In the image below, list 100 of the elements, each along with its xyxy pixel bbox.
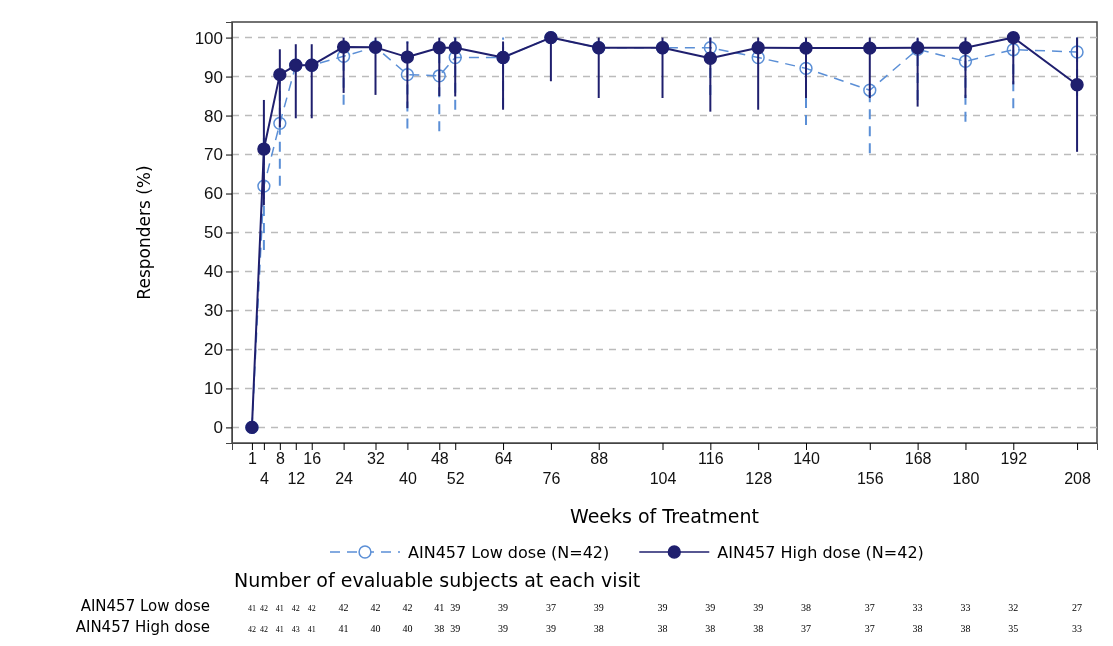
text: Number of evaluable subjects at each visit: [234, 569, 641, 591]
text: 37: [801, 623, 812, 634]
y-tick-label: 80: [204, 106, 223, 126]
point: [448, 41, 462, 55]
x2-tick-label: 4: [259, 470, 269, 488]
text: 39: [593, 602, 604, 613]
point: [273, 116, 287, 131]
point: [432, 41, 446, 55]
x2-tick-label: 180: [952, 470, 980, 488]
text: 43: [291, 625, 300, 634]
text: 41: [247, 604, 256, 613]
text: 42: [291, 604, 300, 613]
x-tick-label: 116: [698, 450, 724, 468]
text: 35: [1008, 623, 1019, 634]
point: [273, 67, 287, 82]
x-tick-label: 64: [494, 450, 513, 468]
text: 39: [545, 623, 556, 634]
text: 27: [1072, 602, 1083, 613]
point: [799, 61, 813, 76]
point: [958, 54, 973, 69]
point: [703, 41, 718, 55]
text: 42: [307, 604, 316, 613]
text: 38: [960, 623, 971, 634]
y-tick-label: 50: [204, 223, 223, 243]
y-tick-label: 70: [204, 145, 223, 165]
text: 32: [1008, 602, 1019, 613]
text: 40: [402, 623, 413, 634]
x2-tick-label: 24: [335, 470, 354, 488]
text: 39: [498, 623, 509, 634]
text: 38: [434, 623, 445, 634]
point: [703, 51, 718, 65]
x-tick-label: 32: [367, 450, 385, 468]
text: 39: [450, 623, 461, 634]
point: [958, 41, 973, 55]
text: 39: [450, 602, 461, 613]
text: AIN457 Low dose: [80, 597, 210, 615]
point: [448, 50, 462, 65]
text: 38: [912, 623, 923, 634]
x-tick-label: 48: [430, 450, 449, 468]
point: [1070, 45, 1084, 59]
point: [751, 50, 765, 65]
x-tick-label: 192: [1000, 450, 1028, 468]
legend-label: AIN457 Low dose (N=42): [408, 543, 610, 562]
x2-tick-label: 208: [1064, 470, 1092, 488]
text: 33: [960, 602, 971, 613]
x2-tick-label: 156: [856, 470, 884, 488]
text: 38: [705, 623, 716, 634]
text: 40: [370, 623, 381, 634]
x2-tick-label: 76: [542, 470, 561, 488]
text: AIN457 High dose: [75, 618, 210, 636]
point: [432, 69, 446, 83]
text: 41: [275, 625, 284, 634]
text: 33: [912, 602, 923, 613]
x-tick-label: 1: [247, 450, 257, 468]
point: [1006, 43, 1020, 57]
point: [1070, 78, 1084, 92]
x-tick-label: 16: [303, 450, 322, 468]
text: 33: [1072, 623, 1083, 634]
text: 39: [705, 602, 716, 613]
text: 42: [338, 602, 349, 613]
text: 42: [370, 602, 381, 613]
y-tick-label: 10: [204, 379, 223, 399]
x-tick-label: 88: [590, 450, 609, 468]
y-tick-label: 40: [204, 262, 223, 282]
y-axis-title: Responders (%): [134, 165, 154, 300]
y-tick-label: 60: [204, 184, 223, 204]
y-tick-label: 0: [213, 418, 223, 438]
text: 38: [801, 602, 812, 613]
y-tick-label: 20: [204, 340, 223, 360]
point: [1006, 30, 1020, 45]
x-tick-label: 8: [275, 450, 285, 468]
text: 37: [545, 602, 556, 613]
text: 41: [338, 623, 349, 634]
text: 38: [593, 623, 604, 634]
legend-label: AIN457 High dose (N=42): [717, 543, 924, 562]
point: [257, 179, 271, 193]
x-axis-title: Weeks of Treatment: [569, 505, 760, 527]
y-tick-label: 90: [204, 67, 223, 87]
text: 42: [247, 625, 256, 634]
text: 41: [307, 625, 316, 634]
text: 39: [753, 602, 764, 613]
x2-tick-label: 104: [649, 470, 677, 488]
point: [863, 41, 877, 55]
text: 41: [275, 604, 284, 613]
x2-tick-label: 12: [287, 470, 306, 488]
y-tick-label: 30: [204, 301, 223, 321]
text: 39: [498, 602, 509, 613]
text: 37: [864, 602, 875, 613]
text: 37: [864, 623, 875, 634]
text: 42: [259, 625, 268, 634]
text: 41: [434, 602, 445, 613]
x-tick-label: 140: [793, 450, 820, 468]
point: [863, 83, 877, 97]
point: [400, 67, 415, 82]
x2-tick-label: 40: [398, 470, 417, 488]
text: 42: [259, 604, 268, 613]
x-tick-label: 168: [904, 450, 932, 468]
point: [336, 49, 351, 63]
text: 38: [753, 623, 764, 634]
text: 38: [657, 623, 668, 634]
